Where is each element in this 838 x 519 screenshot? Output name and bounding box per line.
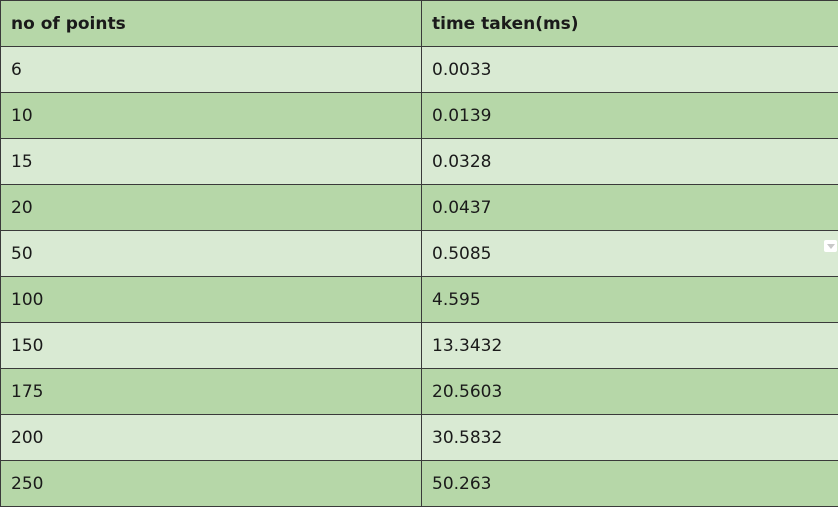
- table-cell-points[interactable]: 200: [0, 414, 422, 461]
- table-cell-time[interactable]: 4.595: [421, 276, 838, 323]
- table-cell-time[interactable]: 0.0328: [421, 138, 838, 185]
- table-cell-points[interactable]: 20: [0, 184, 422, 231]
- table-row: 175 20.5603: [0, 368, 838, 415]
- column-header-time[interactable]: time taken(ms): [421, 0, 838, 47]
- table-cell-points[interactable]: 15: [0, 138, 422, 185]
- table-cell-points[interactable]: 50: [0, 230, 422, 277]
- table-cell-points[interactable]: 150: [0, 322, 422, 369]
- table-cell-time[interactable]: 0.5085: [421, 230, 838, 277]
- table-cell-points[interactable]: 175: [0, 368, 422, 415]
- column-header-points[interactable]: no of points: [0, 0, 422, 47]
- data-table: no of points time taken(ms) 6 0.0033 10 …: [0, 0, 838, 507]
- table-cell-points[interactable]: 6: [0, 46, 422, 93]
- table-cell-time[interactable]: 13.3432: [421, 322, 838, 369]
- table-row: 150 13.3432: [0, 322, 838, 369]
- table-cell-time[interactable]: 20.5603: [421, 368, 838, 415]
- table-row: 6 0.0033: [0, 46, 838, 93]
- table-cell-time[interactable]: 50.263: [421, 460, 838, 507]
- table-row: 50 0.5085: [0, 230, 838, 277]
- table-row: 20 0.0437: [0, 184, 838, 231]
- chevron-down-icon[interactable]: [824, 240, 837, 252]
- table-cell-points[interactable]: 250: [0, 460, 422, 507]
- table-cell-time[interactable]: 0.0139: [421, 92, 838, 139]
- table-cell-time[interactable]: 0.0437: [421, 184, 838, 231]
- table-cell-points[interactable]: 100: [0, 276, 422, 323]
- table-row: 100 4.595: [0, 276, 838, 323]
- table-cell-points[interactable]: 10: [0, 92, 422, 139]
- table-row: 10 0.0139: [0, 92, 838, 139]
- table-row: 250 50.263: [0, 460, 838, 507]
- table-cell-time[interactable]: 0.0033: [421, 46, 838, 93]
- table-header-row: no of points time taken(ms): [0, 0, 838, 47]
- table-row: 15 0.0328: [0, 138, 838, 185]
- table-row: 200 30.5832: [0, 414, 838, 461]
- table-cell-time[interactable]: 30.5832: [421, 414, 838, 461]
